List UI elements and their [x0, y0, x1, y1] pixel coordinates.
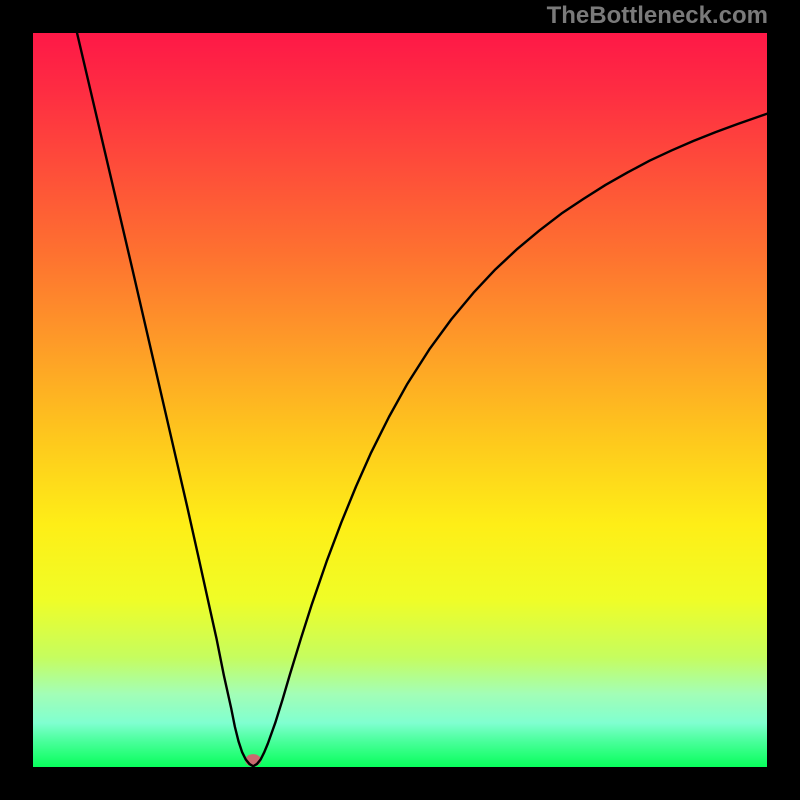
- gradient-background: [33, 33, 767, 767]
- chart-canvas: TheBottleneck.com: [0, 0, 800, 800]
- watermark-text: TheBottleneck.com: [547, 2, 768, 30]
- plot-area: [33, 33, 767, 767]
